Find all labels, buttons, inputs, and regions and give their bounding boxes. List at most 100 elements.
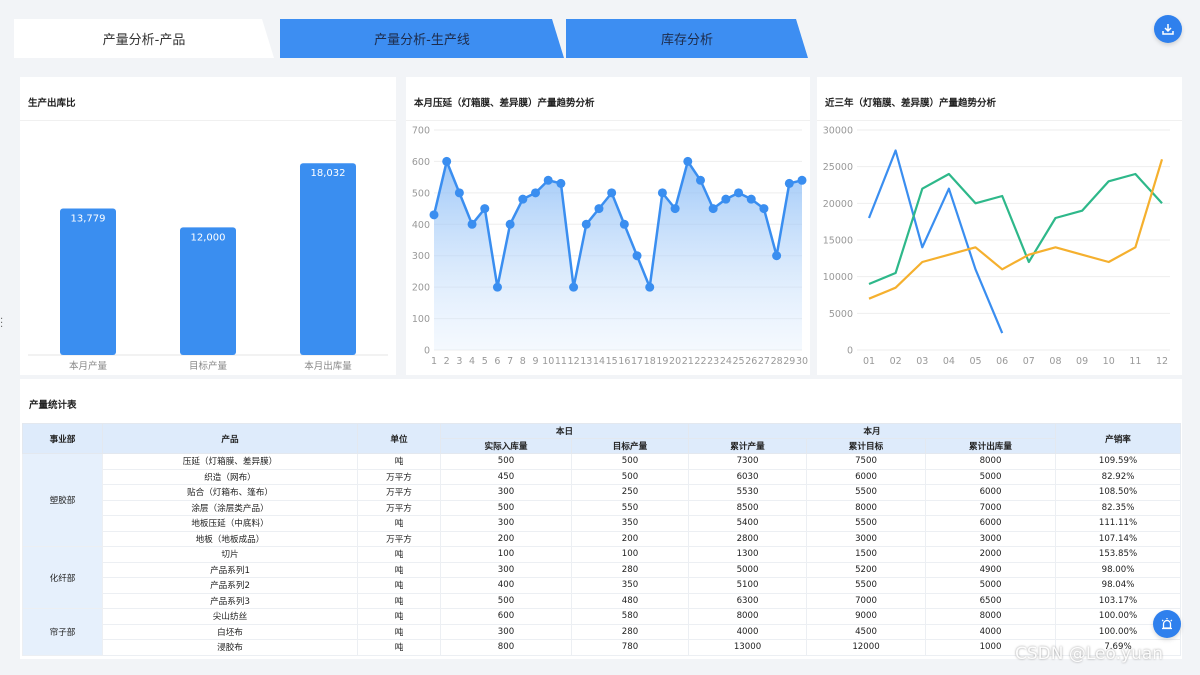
table-cell: 580	[571, 608, 689, 625]
table-cell: 万平方	[357, 484, 441, 501]
data-point	[556, 178, 566, 188]
table-cell: 1500	[806, 546, 926, 563]
table-cell: 织造（网布）	[102, 468, 358, 485]
table-cell: 切片	[102, 546, 358, 563]
table-row: 涂层（涂层类产品） 万平方 500 550 8500 8000 7000 82.35%	[23, 499, 1181, 516]
data-point	[670, 204, 680, 214]
x-tick-label: 10	[542, 356, 554, 367]
table-cell: 产品系列3	[102, 592, 358, 609]
y-tick-label: 100	[412, 314, 430, 325]
x-tick-label: 03	[916, 356, 928, 367]
table-row: 地板压延（中底料）吨 300 350 5400 5500 6000 111.11%	[23, 515, 1181, 532]
table-cell: 98.04%	[1055, 577, 1181, 594]
data-point	[683, 156, 693, 166]
table-cell: 153.85%	[1055, 546, 1181, 563]
table-cell: 6030	[688, 468, 807, 485]
table-cell: 7500	[806, 453, 926, 470]
tab-product[interactable]: 产量分析-产品	[14, 19, 274, 58]
x-tick-label: 本月出库量	[304, 360, 352, 372]
data-point	[442, 156, 452, 166]
header-unit: 单位	[357, 423, 441, 454]
data-point	[695, 175, 705, 185]
table-cell: 480	[571, 592, 689, 609]
table-cell: 500	[440, 453, 572, 470]
table-cell: 550	[571, 499, 689, 516]
x-tick-label: 11	[555, 356, 567, 367]
x-tick-label: 本月产量	[69, 360, 108, 372]
tab-label: 产量分析-生产线	[374, 33, 470, 48]
table-cell: 300	[440, 484, 572, 501]
data-point	[505, 219, 515, 229]
x-tick-label: 26	[745, 356, 757, 367]
table-cell: 107.14%	[1055, 530, 1181, 547]
table-cell: 800	[440, 639, 572, 656]
series-line	[868, 172, 1163, 286]
x-tick-label: 16	[618, 356, 630, 367]
download-button[interactable]	[1154, 15, 1182, 43]
x-tick-label: 10	[1103, 356, 1115, 367]
bar-chart: 13,779 本月产量 12,000 目标产量 18,032 本月出库量	[28, 163, 388, 372]
x-tick-label: 8	[520, 356, 526, 367]
data-point	[518, 194, 528, 204]
bar-value-label: 18,032	[311, 168, 346, 179]
table-cell: 吨	[357, 577, 441, 594]
header-actual-in: 实际入库量	[440, 438, 572, 454]
table-cell: 3000	[806, 530, 926, 547]
table-cell: 吨	[357, 515, 441, 532]
table-cell: 地板（地板成品）	[102, 530, 358, 547]
table-cell: 111.11%	[1055, 515, 1181, 532]
x-tick-label: 17	[631, 356, 643, 367]
alarm-button[interactable]	[1153, 610, 1181, 638]
table-cell: 500	[440, 592, 572, 609]
header-rate: 产销率	[1055, 423, 1181, 454]
table-cell: 8500	[688, 499, 807, 516]
panel-divider	[406, 120, 810, 121]
series-line	[867, 149, 1004, 334]
table-cell: 600	[440, 608, 572, 625]
table-cell: 280	[571, 561, 689, 578]
table-cell: 8000	[925, 453, 1056, 470]
y-tick-label: 10000	[823, 272, 853, 283]
x-tick-label: 2	[444, 356, 450, 367]
alarm-icon	[1161, 618, 1173, 630]
data-point	[784, 178, 794, 188]
table-cell: 吨	[357, 592, 441, 609]
data-point	[492, 282, 502, 292]
bar	[300, 163, 356, 355]
table-cell: 5200	[806, 561, 926, 578]
x-tick-label: 30	[796, 356, 808, 367]
table-row: 塑胶部 压延（灯箱膜、差异膜）吨 500 500 7300 7500 8000 109.59%	[22, 453, 1181, 547]
x-tick-label: 25	[733, 356, 745, 367]
table-cell: 6000	[925, 484, 1056, 501]
table-cell: 350	[571, 577, 689, 594]
table-row: 帘子部 尖山纺丝吨 600 580 8000 9000 8000 100.00%	[22, 608, 1181, 656]
table-cell: 450	[440, 468, 572, 485]
tab-inventory[interactable]: 库存分析	[566, 19, 808, 58]
data-point	[429, 210, 439, 220]
table-cell: 5530	[688, 484, 807, 501]
table-cell: 万平方	[357, 468, 441, 485]
table-cell: 5000	[925, 468, 1056, 485]
table-cell: 7300	[688, 453, 807, 470]
tab-production-line[interactable]: 产量分析-生产线	[280, 19, 564, 58]
data-point	[454, 188, 464, 198]
watermark: CSDN @Leo.yuan	[1015, 644, 1164, 664]
table-cell: 2800	[688, 530, 807, 547]
panel-divider	[20, 120, 396, 121]
series-line	[868, 158, 1164, 300]
x-tick-label: 20	[669, 356, 681, 367]
bar-value-label: 13,779	[71, 213, 106, 224]
x-tick-label: 08	[1049, 356, 1061, 367]
data-point	[607, 188, 617, 198]
table-body: 塑胶部 压延（灯箱膜、差异膜）吨 500 500 7300 7500 8000 109.59%…	[22, 453, 1181, 656]
data-point	[645, 282, 655, 292]
drag-handle-icon[interactable]: · · ·	[0, 314, 4, 333]
x-tick-label: 07	[1023, 356, 1035, 367]
table-row: 产品系列1 吨 300 280 5000 5200 4900 98.00%	[23, 561, 1181, 578]
table-cell: 2000	[925, 546, 1056, 563]
table-row: 织造（网布） 万平方 450 500 6030 6000 5000 82.92%	[23, 468, 1181, 485]
bar-value-label: 12,000	[191, 232, 226, 243]
y-tick-label: 30000	[823, 126, 853, 137]
panel-divider	[817, 120, 1182, 121]
